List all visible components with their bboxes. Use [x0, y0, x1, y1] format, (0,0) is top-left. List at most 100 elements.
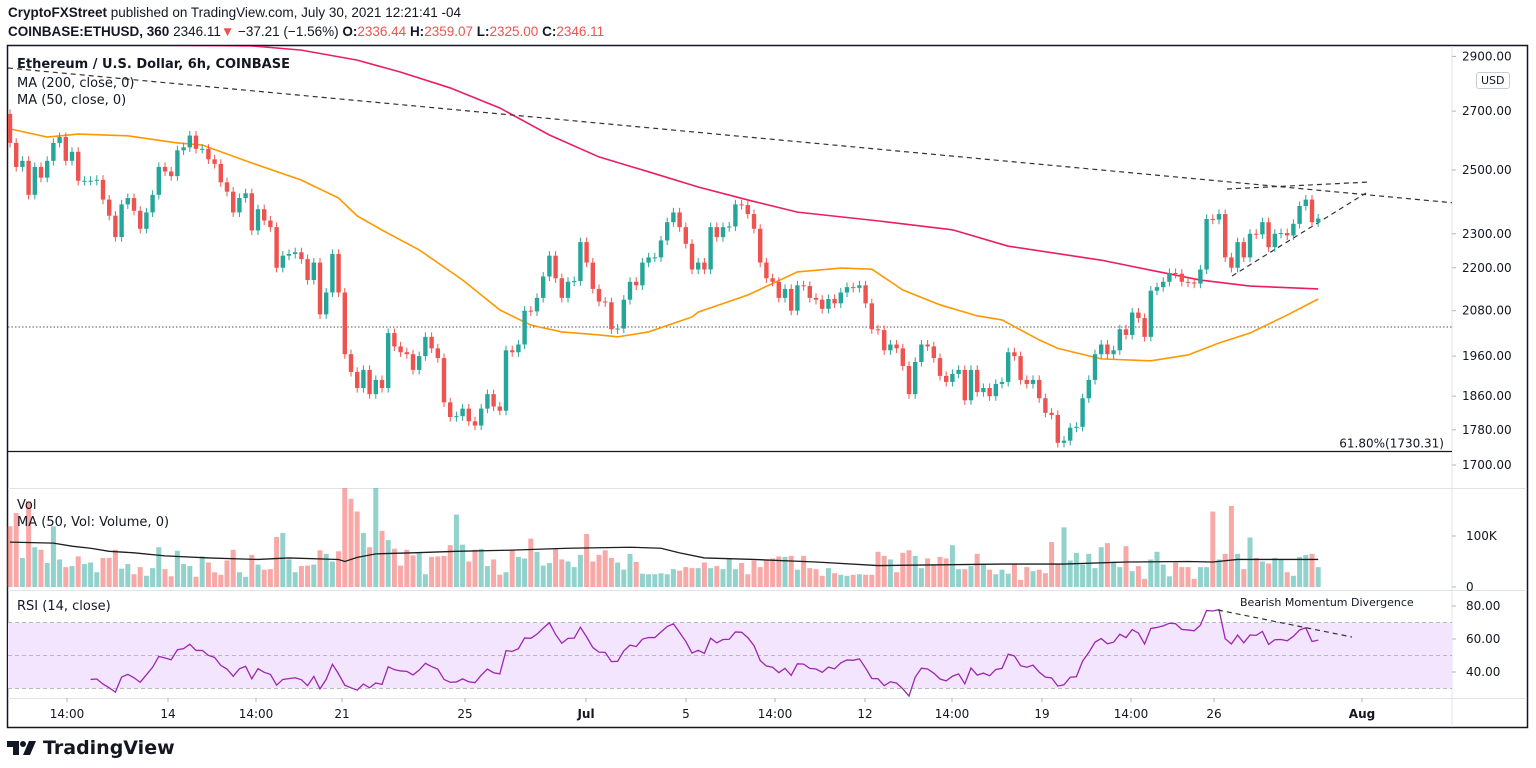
- volume-bar: [466, 561, 472, 587]
- volume-bar: [732, 569, 738, 587]
- candle-body: [541, 276, 546, 298]
- candle-body: [1192, 282, 1197, 284]
- candle-body: [950, 373, 955, 382]
- volume-bar: [819, 575, 825, 587]
- candle-body: [851, 287, 856, 289]
- close-label: C:: [542, 24, 557, 39]
- candle-body: [8, 113, 13, 143]
- volume-bar: [162, 569, 168, 587]
- candle-body: [268, 220, 273, 228]
- volume-bar: [1030, 571, 1036, 587]
- volume-bar: [590, 561, 596, 587]
- candle-body: [671, 212, 676, 223]
- candle-body: [572, 281, 577, 283]
- candle-body: [857, 285, 862, 288]
- legend-rsi[interactable]: RSI (14, close): [17, 599, 111, 614]
- brand-name: TradingView: [43, 737, 175, 759]
- x-tick-label: 12: [857, 707, 872, 721]
- symbol[interactable]: COINBASE:ETHUSD, 360: [8, 24, 170, 39]
- volume-bar: [168, 576, 174, 587]
- candle-body: [1161, 281, 1166, 288]
- legend-ma50[interactable]: MA (50, close, 0): [17, 93, 127, 108]
- candle-body: [1111, 350, 1116, 355]
- volume-bar: [968, 566, 974, 587]
- volume-bar: [832, 573, 838, 587]
- volume-bar: [1259, 561, 1265, 587]
- candle-body: [789, 288, 794, 311]
- low-value: 2325.00: [489, 24, 539, 39]
- candle-body: [169, 171, 174, 177]
- volume-bar: [813, 569, 819, 587]
- candle-body: [113, 215, 118, 238]
- candle-body: [1130, 312, 1135, 335]
- candle-body: [131, 198, 137, 211]
- symbol-ohlc-line: COINBASE:ETHUSD, 360 2346.11▼ −37.21 (−1…: [8, 24, 604, 39]
- candle-body: [875, 329, 881, 331]
- candle-body: [386, 333, 391, 389]
- volume-bar: [1284, 572, 1290, 587]
- volume-bar: [670, 569, 676, 587]
- candle-body: [410, 354, 416, 370]
- candle-body: [348, 354, 354, 372]
- candle-body: [1080, 398, 1085, 427]
- x-tick-label: Aug: [1349, 707, 1375, 721]
- candle-body: [968, 369, 974, 401]
- volume-bar: [763, 560, 769, 587]
- volume-bar: [1024, 567, 1030, 587]
- volume-bar: [125, 564, 131, 587]
- candle-body: [286, 253, 292, 256]
- candle-body: [361, 369, 366, 389]
- volume-bar: [621, 569, 627, 587]
- volume-bar: [900, 552, 906, 587]
- candle-body: [795, 285, 800, 311]
- legend-ma200[interactable]: MA (200, close, 0): [17, 76, 135, 91]
- legend-vol[interactable]: Vol: [17, 498, 37, 513]
- volume-bar: [608, 557, 614, 587]
- candle-body: [683, 227, 688, 244]
- volume-bar: [677, 570, 683, 587]
- volume-bar: [212, 572, 218, 587]
- volume-bar: [689, 568, 695, 587]
- legend-vol-ma[interactable]: MA (50, Vol: Volume, 0): [17, 515, 170, 530]
- candle-body: [1254, 233, 1259, 235]
- candle-body: [63, 137, 68, 161]
- volume-bar: [1055, 564, 1061, 587]
- volume-bar: [57, 559, 63, 587]
- volume-bar: [720, 569, 726, 587]
- candle-body: [249, 193, 254, 231]
- candle-body: [82, 180, 87, 182]
- candle-body: [981, 388, 986, 393]
- candle-body: [708, 227, 713, 270]
- candle-body: [156, 166, 161, 195]
- volume-bar: [32, 547, 38, 587]
- candle-body: [962, 369, 967, 401]
- volume-bar: [627, 553, 633, 587]
- candle-body: [76, 151, 81, 181]
- candle-body: [429, 336, 434, 349]
- trendline: [1226, 181, 1371, 190]
- candle-body: [448, 402, 453, 418]
- volume-bar: [1235, 553, 1241, 587]
- ma50-line: [9, 128, 1319, 362]
- candle-body: [1142, 318, 1147, 337]
- volume-bar: [701, 562, 707, 587]
- volume-bar: [416, 552, 422, 587]
- candle-body: [1316, 218, 1321, 223]
- candle-body: [677, 212, 682, 228]
- volume-bar: [534, 551, 540, 587]
- tradingview-logo[interactable]: TradingView: [7, 737, 175, 759]
- candle-body: [336, 253, 341, 293]
- candle-body: [1266, 222, 1271, 248]
- x-tick-label: 25: [457, 707, 472, 721]
- candle-body: [658, 240, 664, 258]
- x-tick-label: 5: [682, 707, 690, 721]
- candle-body: [931, 346, 936, 359]
- candle-body: [1167, 272, 1172, 282]
- volume-bar: [1179, 567, 1185, 587]
- price-pane: 61.80%(1730.31): [8, 46, 1452, 453]
- currency-badge[interactable]: USD: [1476, 72, 1510, 89]
- candle-body: [100, 179, 106, 200]
- candle-body: [1204, 218, 1209, 270]
- x-tick-label: 14:00: [935, 707, 970, 721]
